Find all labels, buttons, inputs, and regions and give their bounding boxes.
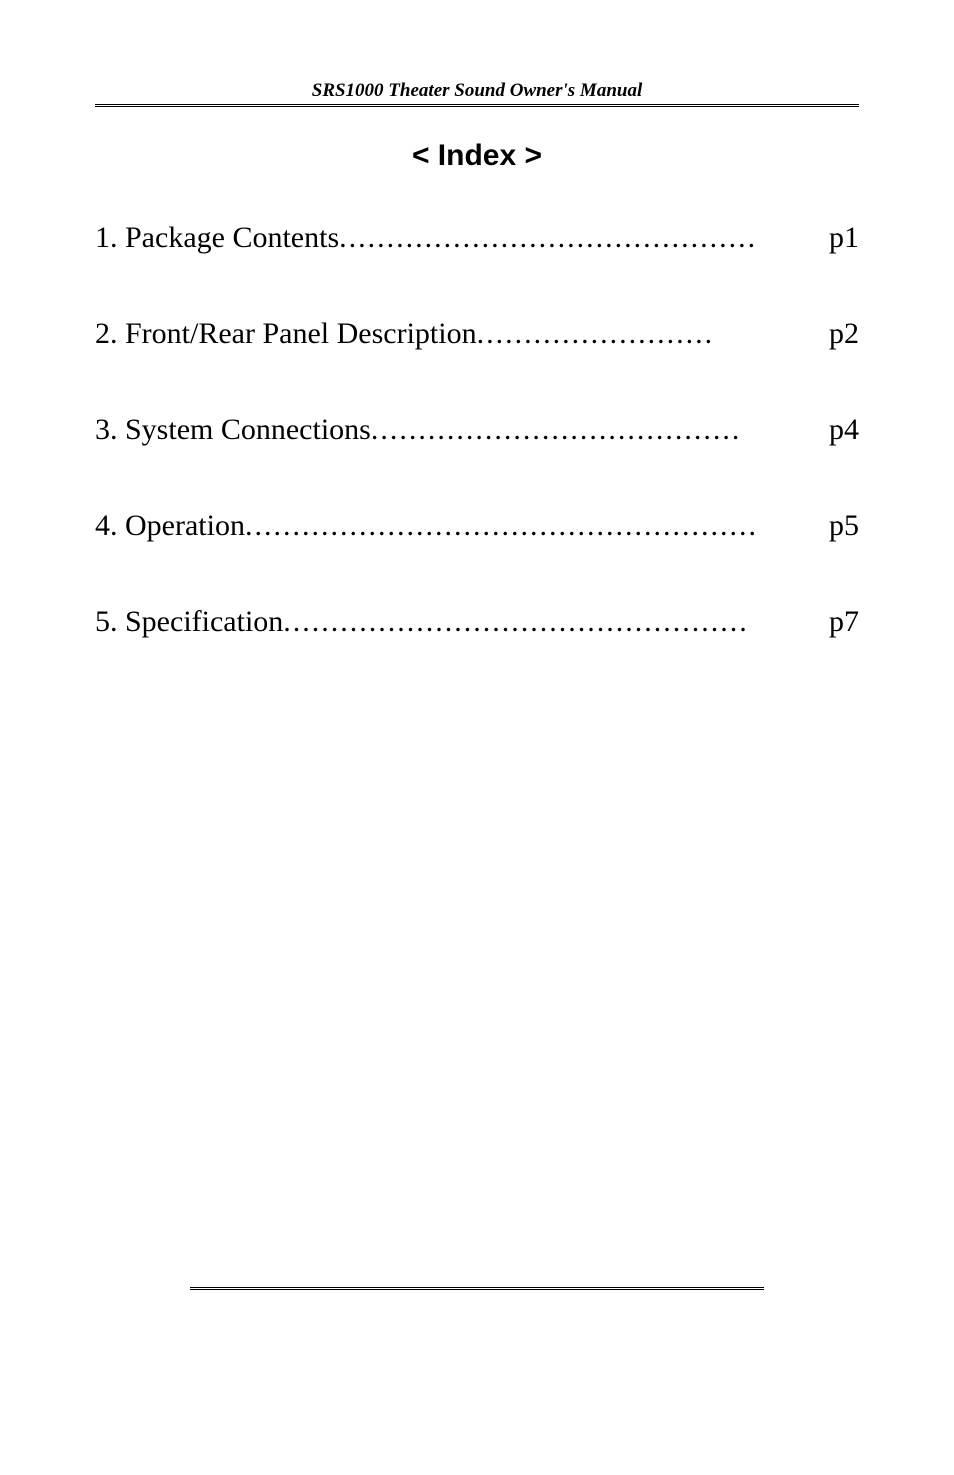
toc-entry: 4. Operation ...........................… — [95, 509, 859, 543]
toc-entry: 2. Front/Rear Panel Description ........… — [95, 317, 859, 351]
toc-title: 1. Package Contents — [95, 221, 339, 255]
toc-title: 3. System Connections — [95, 413, 371, 447]
toc-entry: 1. Package Contents ....................… — [95, 221, 859, 255]
toc-leader-dots: ........................................… — [283, 605, 829, 639]
toc-title: 2. Front/Rear Panel Description — [95, 317, 477, 351]
toc-title: 5. Specification — [95, 605, 283, 639]
toc-title: 4. Operation — [95, 509, 245, 543]
toc-entry: 5. Specification .......................… — [95, 605, 859, 639]
toc-page: p4 — [829, 413, 859, 447]
index-heading: < Index > — [95, 139, 859, 173]
toc-entry: 3. System Connections ..................… — [95, 413, 859, 447]
toc-leader-dots: ........................................… — [245, 509, 829, 543]
toc-leader-dots: ........................................… — [339, 221, 829, 255]
toc-leader-dots: ....................................... — [371, 413, 829, 447]
manual-header: SRS1000 Theater Sound Owner's Manual — [95, 80, 859, 102]
top-rule — [95, 104, 859, 107]
toc-page: p7 — [829, 605, 859, 639]
toc-leader-dots: ......................... — [477, 317, 829, 351]
toc-page: p5 — [829, 509, 859, 543]
toc-page: p2 — [829, 317, 859, 351]
bottom-rule — [190, 1287, 764, 1290]
toc-page: p1 — [829, 221, 859, 255]
